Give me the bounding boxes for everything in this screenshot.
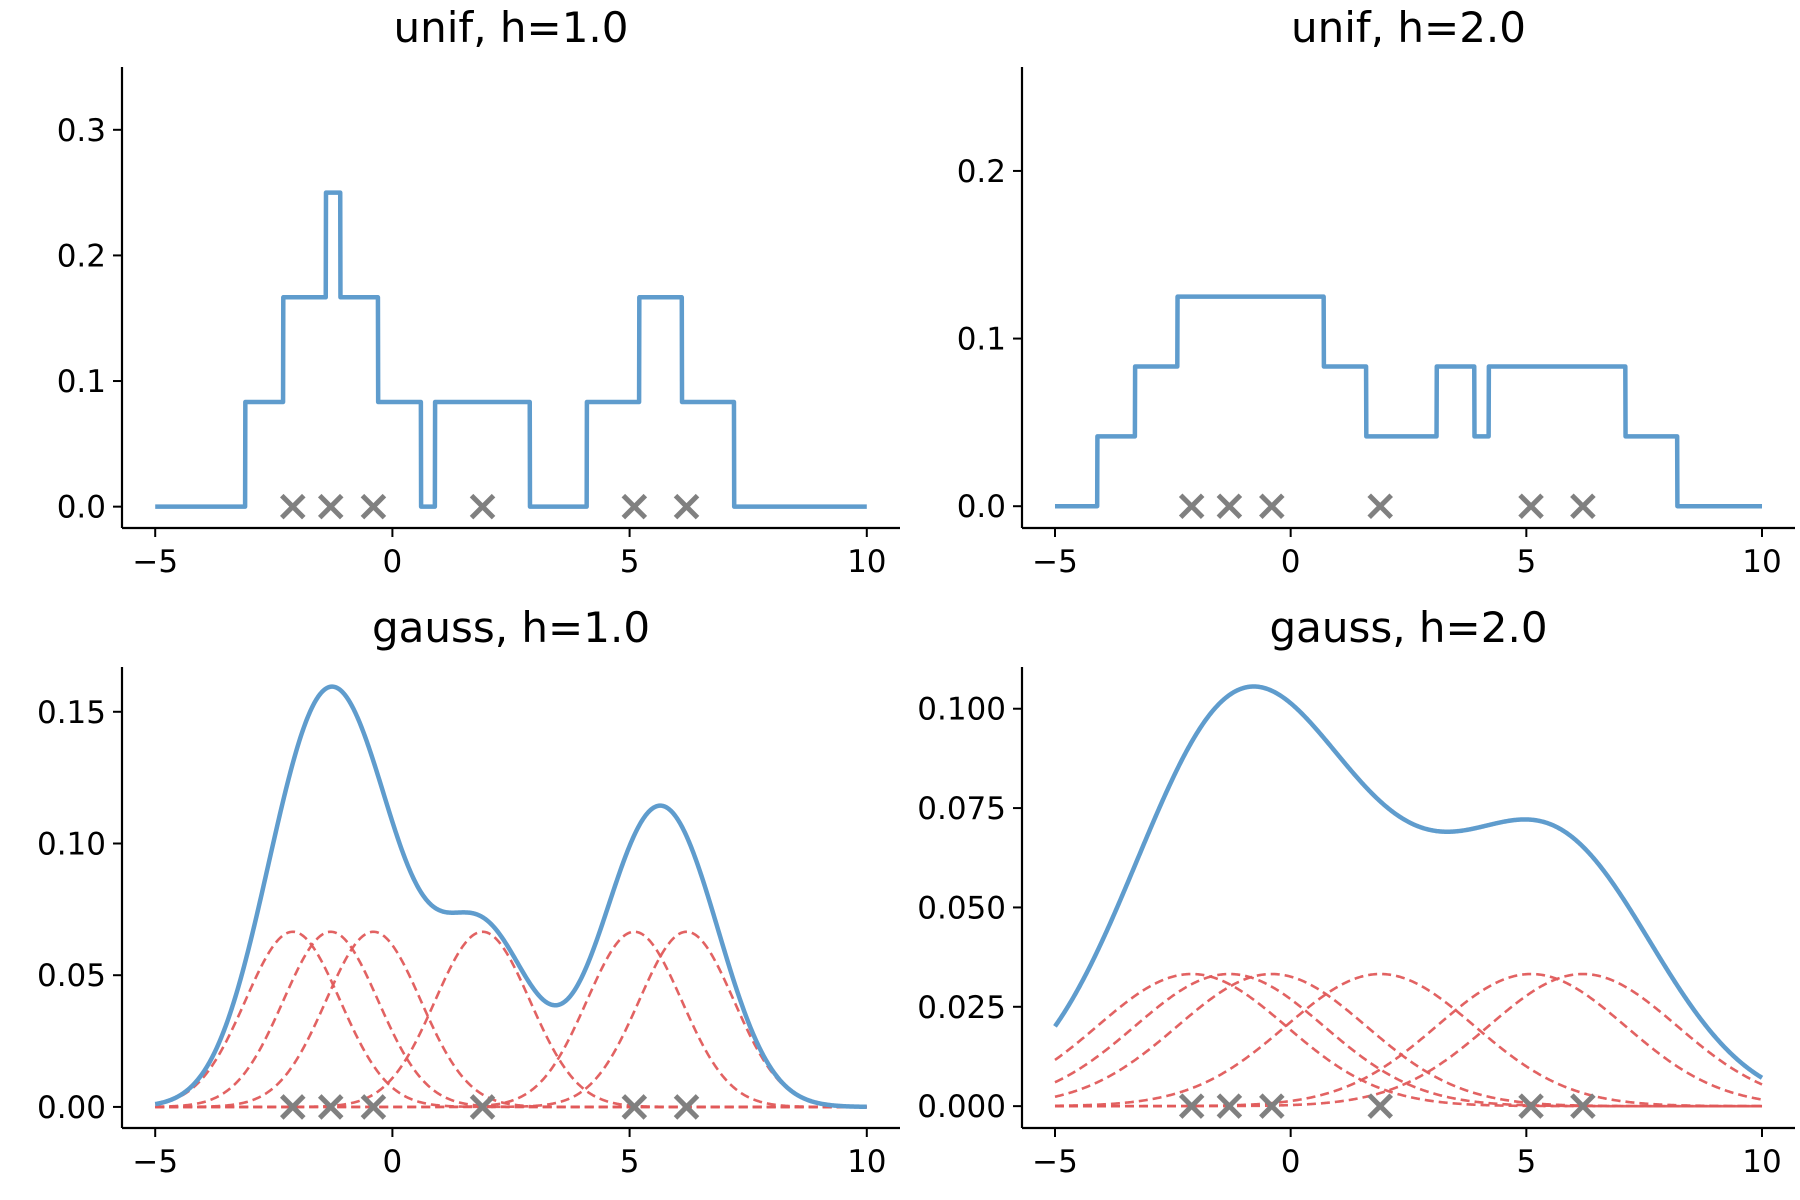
data-point-marker	[1570, 493, 1596, 519]
y-tick-label: 0.05	[37, 958, 106, 994]
kernel-component-line	[155, 930, 867, 1109]
x-tick-label: 10	[1742, 544, 1781, 580]
x-tick-label: 10	[1742, 1144, 1781, 1180]
data-point-marker	[280, 493, 306, 520]
x-tick-label: 5	[1516, 1144, 1536, 1180]
kernel-component-line	[1054, 972, 1763, 1108]
data-point-marker	[1259, 1093, 1285, 1119]
kernel-component-line	[155, 930, 867, 1109]
subplot-2: unif, h=2.0 −5 0 5 10 0.0 0.1 0.2	[957, 3, 1795, 580]
x-tick-label: 0	[1281, 1144, 1301, 1180]
y-tick-label: 0.050	[917, 890, 1006, 926]
kernel-component-line	[155, 930, 867, 1109]
y-tick-label: 0.100	[917, 692, 1006, 728]
kernel-component-line	[155, 930, 867, 1109]
x-tick-label: −5	[132, 544, 178, 580]
kernel-component-line	[155, 930, 867, 1109]
kernel-component-line	[1054, 972, 1763, 1108]
data-point-marker	[469, 493, 496, 520]
data-point-marker	[1367, 493, 1393, 519]
y-tick-label: 0.3	[57, 113, 106, 149]
data-point-marker	[673, 493, 700, 520]
x-tick-label: 0	[383, 544, 403, 580]
x-tick-label: 5	[620, 1144, 640, 1180]
y-tick-label: 0.00	[37, 1090, 106, 1126]
kernel-component-line	[1054, 972, 1763, 1108]
data-point-marker	[469, 1094, 496, 1120]
data-point-marker	[317, 493, 344, 520]
subplot-title: unif, h=2.0	[1291, 3, 1526, 52]
y-tick-label: 0.2	[57, 238, 106, 274]
x-tick-label: 10	[847, 1144, 886, 1180]
kernel-component-line	[155, 930, 867, 1109]
data-point-marker	[1216, 1093, 1243, 1119]
y-tick-label: 0.000	[917, 1089, 1006, 1125]
data-point-marker	[1518, 493, 1544, 519]
subplot-4: gauss, h=2.0 −5 0 5 10 0.000 0.025 0.050 0.075 0.…	[917, 603, 1795, 1180]
data-point-marker	[360, 493, 387, 520]
data-point-marker	[360, 1094, 387, 1120]
y-tick-label: 0.1	[57, 364, 106, 400]
subplot-1: unif, h=1.0 −5 0 5 10 0.0 0.1 0.2 0.3	[57, 3, 900, 580]
data-point-marker	[280, 1094, 306, 1120]
x-tick-label: 5	[620, 544, 640, 580]
x-tick-label: 10	[847, 544, 886, 580]
data-point-marker	[621, 493, 648, 520]
kernel-component-line	[1054, 972, 1763, 1108]
subplot-title: unif, h=1.0	[394, 3, 629, 52]
data-point-marker	[621, 1094, 648, 1120]
data-point-marker	[1367, 1093, 1393, 1119]
x-tick-label: 0	[383, 1144, 403, 1180]
density-line	[153, 190, 869, 509]
subplot-title: gauss, h=2.0	[1269, 603, 1547, 652]
y-tick-label: 0.0	[957, 489, 1006, 525]
y-tick-label: 0.0	[57, 490, 106, 526]
y-tick-label: 0.1	[957, 322, 1006, 358]
x-tick-label: 0	[1281, 544, 1301, 580]
y-tick-label: 0.10	[37, 826, 106, 862]
data-point-marker	[1178, 493, 1205, 519]
y-tick-label: 0.075	[917, 791, 1006, 827]
data-point-marker	[673, 1094, 700, 1120]
data-point-marker	[1216, 493, 1243, 519]
y-tick-label: 0.15	[37, 695, 106, 731]
data-point-marker	[1518, 1093, 1544, 1119]
subplot-3: gauss, h=1.0 −5 0 5 10 0.00 0.05 0.10 0.15	[37, 603, 900, 1180]
data-point-marker	[1178, 1093, 1205, 1119]
kernel-component-line	[1054, 972, 1763, 1108]
x-tick-label: −5	[1032, 544, 1078, 580]
density-line	[1053, 684, 1764, 1080]
data-point-marker	[317, 1094, 344, 1120]
data-point-marker	[1570, 1093, 1596, 1119]
y-tick-label: 0.025	[917, 990, 1006, 1026]
density-line	[1052, 294, 1765, 509]
y-tick-label: 0.2	[957, 154, 1006, 190]
data-point-marker	[1259, 493, 1285, 519]
x-tick-label: −5	[132, 1144, 178, 1180]
kernel-component-line	[1054, 972, 1763, 1108]
x-tick-label: 5	[1516, 544, 1536, 580]
density-line	[153, 684, 869, 1110]
x-tick-label: −5	[1032, 1144, 1078, 1180]
subplot-title: gauss, h=1.0	[372, 603, 650, 652]
